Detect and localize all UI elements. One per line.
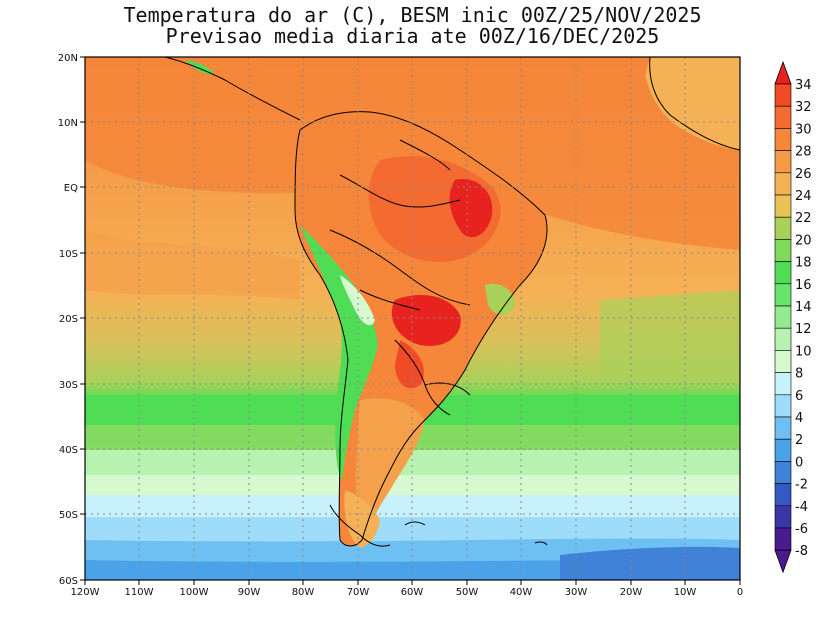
- colorbar-label: 0: [795, 455, 803, 470]
- colorbar-label: 14: [795, 300, 812, 315]
- longitude-axis: [84, 580, 741, 585]
- colorbar-swatch: [774, 350, 792, 373]
- colorbar-swatch: [774, 461, 792, 484]
- colorbar-label: 28: [795, 145, 812, 160]
- colorbar-label: 22: [795, 211, 812, 226]
- colorbar-label: 2: [795, 433, 803, 448]
- colorbar-swatch: [774, 216, 792, 240]
- map-title-line1: Temperatura do ar (C), BESM inic 00Z/25/…: [123, 3, 702, 27]
- colorbar-label: 6: [795, 389, 803, 404]
- colorbar-swatch: [774, 438, 792, 462]
- colorbar-swatch: [774, 527, 792, 551]
- colorbar-label: 18: [795, 256, 812, 271]
- colorbar-swatch: [774, 261, 792, 285]
- colorbar-swatch: [774, 372, 792, 396]
- colorbar-label: 34: [795, 78, 812, 93]
- colorbar-label: 10: [795, 344, 812, 359]
- colorbar-swatch: [774, 416, 792, 440]
- colorbar-swatch: [774, 239, 792, 262]
- lon-label-50w: 50W: [456, 587, 479, 598]
- lon-label-100w: 100W: [180, 587, 209, 598]
- lon-label-90w: 90W: [238, 587, 261, 598]
- colorbar-swatch: [774, 194, 792, 218]
- lon-label-10w: 10W: [674, 587, 697, 598]
- colorbar-label: 16: [795, 278, 812, 293]
- lat-label-50s: 50S: [59, 510, 78, 521]
- lat-label-eq: EQ: [64, 183, 78, 194]
- lon-label-70w: 70W: [347, 587, 370, 598]
- colorbar-label: -4: [795, 500, 808, 515]
- colorbar-swatch: [774, 172, 792, 196]
- colorbar-label: 26: [795, 167, 812, 182]
- coastlines: [164, 57, 740, 547]
- colorbar-swatch: [774, 505, 792, 529]
- colorbar-label: 30: [795, 122, 812, 137]
- colorbar-label: -2: [795, 478, 808, 493]
- colorbar-swatch: [774, 483, 792, 507]
- lon-label-30w: 30W: [565, 587, 588, 598]
- lat-label-20s: 20S: [59, 314, 78, 325]
- colorbar-label: -6: [795, 522, 808, 537]
- colorbar-swatch: [774, 305, 792, 329]
- lat-label-20n: 20N: [58, 53, 78, 64]
- colorbar-label: 12: [795, 322, 812, 337]
- lon-label-120w: 120W: [71, 587, 100, 598]
- lon-label-60w: 60W: [401, 587, 424, 598]
- colorbar-label: 24: [795, 189, 812, 204]
- colorbar-swatch: [774, 105, 792, 129]
- latitude-axis: [80, 56, 85, 581]
- colorbar-label: 4: [795, 411, 803, 426]
- colorbar-label: 8: [795, 367, 803, 382]
- colorbar-swatch: [774, 128, 792, 151]
- lat-label-60s: 60S: [59, 576, 78, 587]
- lat-label-30s: 30S: [59, 380, 78, 391]
- lon-label-40w: 40W: [510, 587, 533, 598]
- colorbar-label: 20: [795, 233, 812, 248]
- colorbar-max-arrow: [774, 60, 792, 85]
- lat-label-40s: 40S: [59, 445, 78, 456]
- map-title-line2: Previsao media diaria ate 00Z/16/DEC/202…: [165, 24, 660, 48]
- colorbar-swatch: [774, 283, 792, 307]
- lon-label-80w: 80W: [292, 587, 315, 598]
- colorbar-min-arrow: [774, 549, 792, 574]
- colorbar-swatch: [774, 327, 792, 351]
- colorbar-swatch: [774, 394, 792, 418]
- colorbar-label: 32: [795, 100, 812, 115]
- lon-label-0: 0: [737, 587, 743, 598]
- colorbar-swatch: [774, 83, 792, 107]
- colorbar-label: -8: [795, 544, 808, 559]
- lat-lon-grid: [85, 57, 740, 580]
- lon-label-20w: 20W: [620, 587, 643, 598]
- lon-label-110w: 110W: [125, 587, 154, 598]
- colorbar-swatch: [774, 150, 792, 174]
- lat-label-10n: 10N: [58, 118, 78, 129]
- lat-label-10s: 10S: [59, 249, 78, 260]
